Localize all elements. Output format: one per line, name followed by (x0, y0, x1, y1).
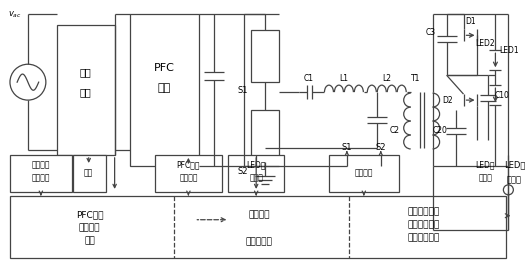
Text: 占空比计算及: 占空比计算及 (408, 220, 440, 229)
Text: 驱动信号: 驱动信号 (79, 223, 100, 232)
Text: LED电: LED电 (504, 160, 525, 169)
Text: L2: L2 (382, 74, 391, 83)
Text: PFC: PFC (154, 63, 175, 73)
Bar (57, 25, 115, 155)
Text: 产生: 产生 (84, 236, 95, 245)
Text: 整流: 整流 (80, 67, 92, 77)
Text: 加权处理: 加权处理 (248, 210, 270, 219)
Text: LED1: LED1 (499, 46, 519, 55)
Text: 压采样: 压采样 (479, 173, 492, 182)
Text: 驱动信号产生: 驱动信号产生 (408, 233, 440, 242)
Text: LED电: LED电 (476, 160, 495, 169)
Bar (251, 30, 279, 82)
Text: 电路: 电路 (80, 87, 92, 97)
Text: T1: T1 (411, 74, 420, 83)
Text: PFC输出: PFC输出 (177, 160, 200, 169)
Text: S1: S1 (238, 86, 248, 95)
Bar (73, 155, 106, 192)
Text: 流采样: 流采样 (249, 173, 263, 182)
Text: C3: C3 (426, 28, 436, 37)
Bar (251, 110, 279, 162)
Text: 隔离驱动: 隔离驱动 (355, 168, 373, 177)
Text: C1: C1 (304, 74, 314, 83)
Text: D2: D2 (442, 95, 453, 105)
Text: 半桥谐振电路: 半桥谐振电路 (408, 207, 440, 216)
Text: PFC电路: PFC电路 (76, 210, 104, 219)
Bar (129, 14, 199, 166)
Bar (10, 196, 507, 257)
Text: 电压采样: 电压采样 (32, 173, 50, 182)
Text: 驱动: 驱动 (84, 168, 93, 177)
Text: $v_{ac}$: $v_{ac}$ (8, 9, 22, 20)
Bar (155, 155, 222, 192)
Text: 压采样: 压采样 (507, 175, 522, 184)
Bar (228, 155, 284, 192)
Text: C2: C2 (390, 126, 400, 135)
Text: 数字控制器: 数字控制器 (246, 237, 272, 246)
Text: 电路: 电路 (158, 83, 171, 93)
Text: C20: C20 (432, 126, 447, 135)
Text: S2: S2 (238, 167, 248, 176)
Bar (329, 155, 399, 192)
Text: C10: C10 (495, 91, 510, 100)
Text: S1: S1 (342, 143, 352, 152)
Text: D1: D1 (465, 17, 476, 26)
Text: LED电: LED电 (247, 160, 266, 169)
Text: S2: S2 (376, 143, 386, 152)
Text: 电压采样: 电压采样 (179, 173, 198, 182)
Bar (10, 155, 72, 192)
Text: 整流输出: 整流输出 (32, 160, 50, 169)
Text: LED2: LED2 (476, 39, 495, 48)
Text: L1: L1 (339, 74, 348, 83)
